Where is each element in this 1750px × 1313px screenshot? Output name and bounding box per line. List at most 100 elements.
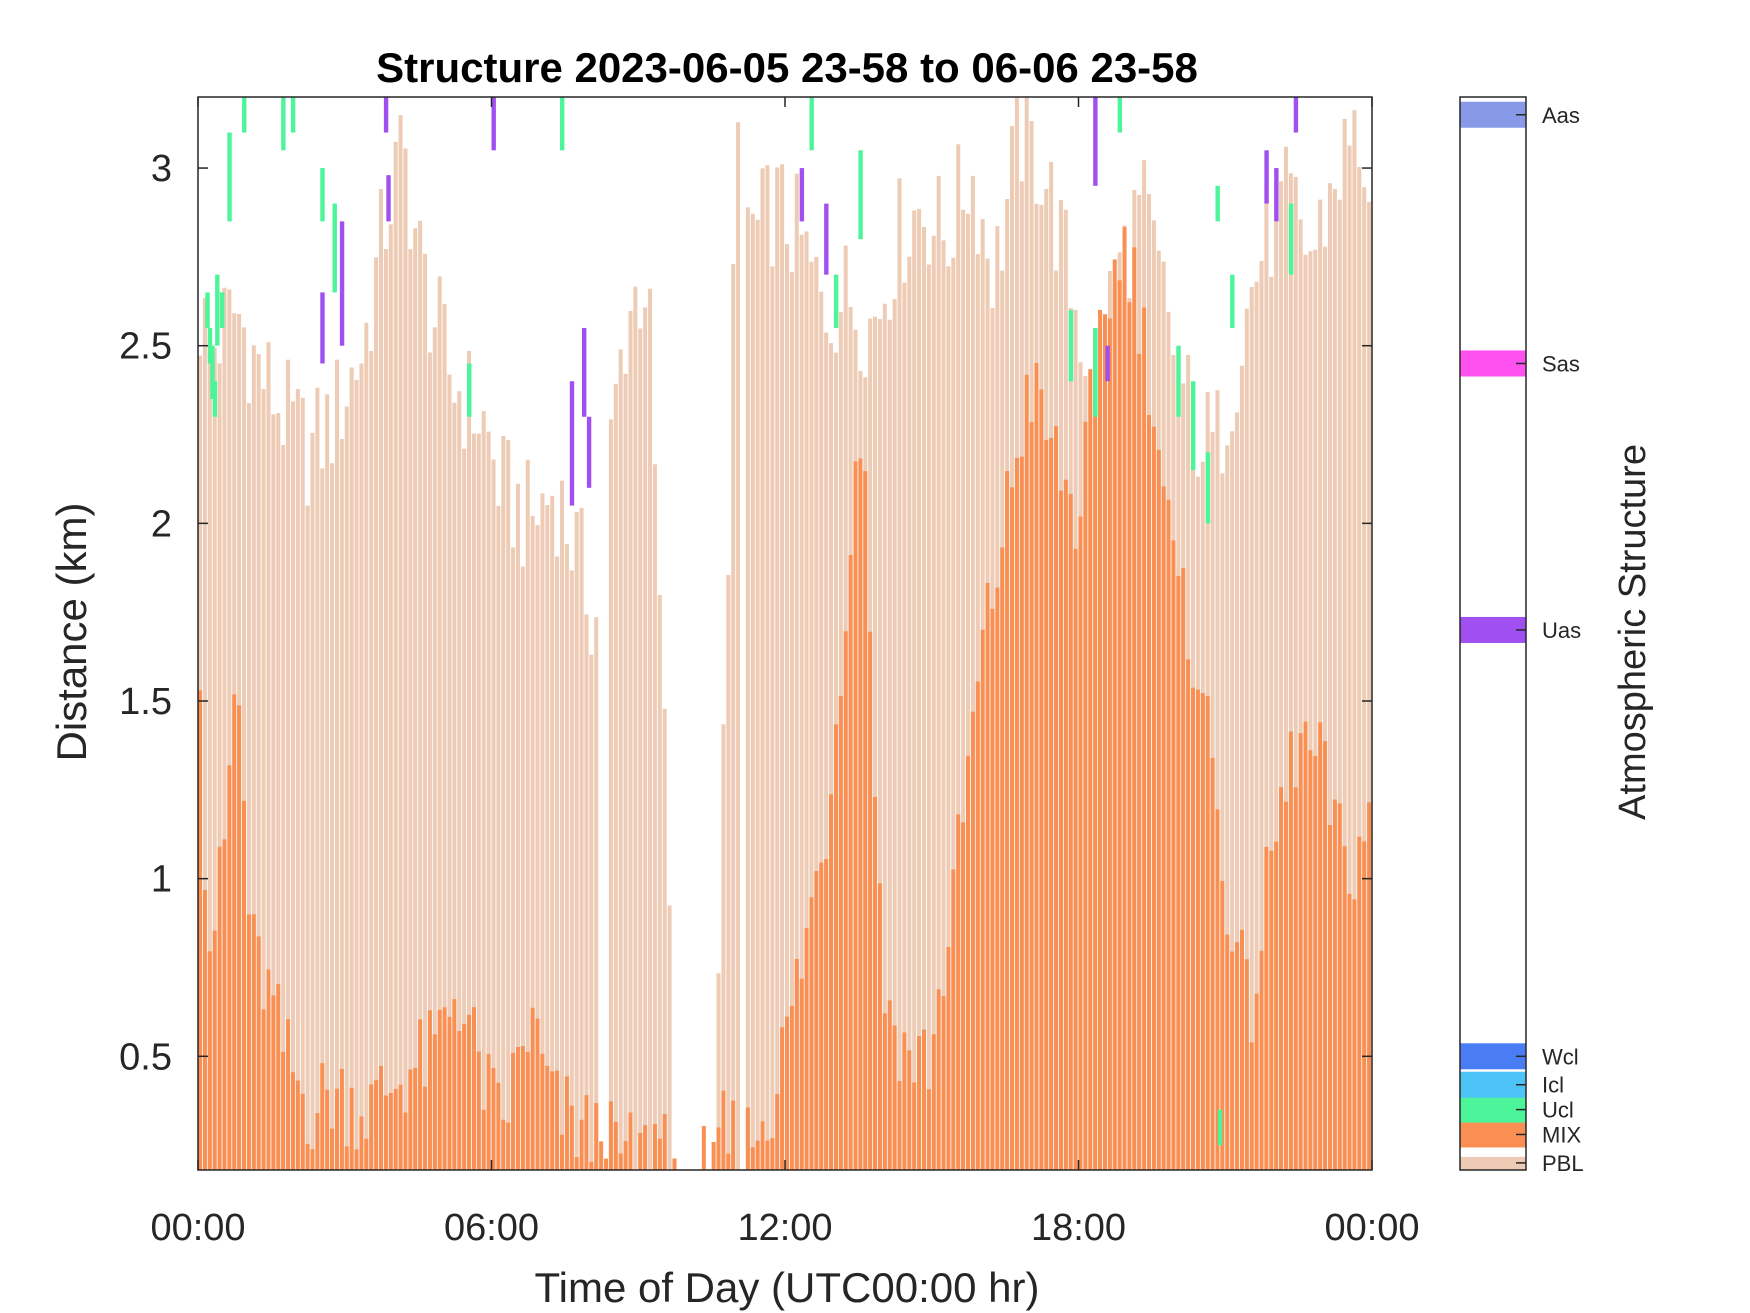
mix-bar (1005, 471, 1010, 1171)
pbl-bar (550, 495, 555, 1171)
pbl-bar (281, 444, 286, 1170)
mix-bar (359, 1116, 364, 1170)
mix-bar (931, 1034, 936, 1170)
pbl-bar (951, 257, 956, 1171)
pbl-bar (1342, 118, 1347, 1171)
pbl-bar (804, 231, 809, 1170)
pbl-bar (217, 363, 222, 1171)
x-axis-label: Time of Day (UTC00:00 hr) (535, 1264, 1040, 1311)
mix-bar (995, 587, 1000, 1170)
mix-bar (936, 989, 941, 1170)
mix-bar (1230, 951, 1235, 1170)
mix-bar (266, 969, 271, 1170)
mix-bar (765, 1140, 770, 1170)
layer-segment-ucl (1230, 274, 1235, 328)
pbl-bar (364, 322, 369, 1170)
mix-bar (1220, 880, 1225, 1170)
mix-bar (281, 1051, 286, 1170)
mix-bar (256, 936, 261, 1170)
pbl-bar (325, 394, 330, 1170)
mix-bar (701, 1126, 706, 1170)
chart-title: Structure 2023-06-05 23-58 to 06-06 23-5… (376, 44, 1198, 91)
mix-bar (1000, 547, 1005, 1170)
mix-bar (227, 765, 232, 1170)
pbl-bar (789, 272, 794, 1170)
pbl-bar (765, 165, 770, 1171)
mix-bar (980, 629, 985, 1170)
mix-bar (1151, 426, 1156, 1170)
mix-bar (1195, 689, 1200, 1170)
colorbar-label: Atmospheric Structure (1612, 444, 1654, 820)
pbl-bar (618, 349, 623, 1170)
mix-bar (486, 1054, 491, 1170)
pbl-bar (403, 148, 408, 1170)
pbl-bar (374, 257, 379, 1170)
y-axis: 0.5 1 1.5 2 2.5 3 (119, 148, 1372, 1078)
y-tick-label: 0.5 (119, 1036, 172, 1078)
mix-bar (809, 897, 814, 1170)
pbl-bar (1352, 110, 1357, 1170)
pbl-bar (462, 448, 467, 1170)
mix-bar (873, 796, 878, 1170)
mix-bar (442, 1007, 447, 1170)
mix-bar (1146, 415, 1151, 1170)
pbl-bar (1303, 254, 1308, 1170)
x-tick-label: 00:00 (1324, 1207, 1419, 1249)
mix-bar (1039, 389, 1044, 1170)
pbl-bar (564, 544, 569, 1170)
pbl-bar (931, 235, 936, 1170)
layer-segment-uas (320, 292, 325, 364)
colorbar-swatch-pbl (1460, 1156, 1526, 1170)
pbl-bar (320, 468, 325, 1171)
mix-bar (491, 1067, 496, 1170)
y-axis-label: Distance (km) (48, 502, 95, 761)
pbl-bar (1254, 281, 1259, 1171)
pbl-bar (515, 483, 520, 1170)
pbl-bar (251, 345, 256, 1171)
mix-bar (545, 1065, 550, 1170)
mix-bar (613, 1121, 618, 1170)
pbl-bar (917, 208, 922, 1170)
mix-bar (956, 814, 961, 1170)
pbl-bar (648, 288, 653, 1170)
mix-bar (1283, 801, 1288, 1170)
pbl-bar (628, 310, 633, 1170)
mix-bar (946, 946, 951, 1170)
mix-bar (388, 1093, 393, 1170)
pbl-bar (1313, 249, 1318, 1171)
pbl-bar (907, 256, 912, 1171)
pbl-bar (555, 556, 560, 1170)
pbl-bar (437, 276, 442, 1170)
pbl-bar (970, 175, 975, 1170)
mix-bar (907, 1050, 912, 1170)
colorbar-tick-label: Aas (1542, 103, 1580, 128)
colorbar-swatch-aas (1460, 101, 1526, 128)
mix-bar (427, 1010, 432, 1170)
pbl-bar (545, 505, 550, 1170)
mix-bar (555, 1070, 560, 1170)
mix-bar (887, 1000, 892, 1170)
mix-bar (965, 755, 970, 1170)
x-axis: 00:00 06:00 12:00 18:00 00:00 (150, 97, 1420, 1249)
x-tick-label: 06:00 (444, 1207, 539, 1249)
mix-bar (1054, 426, 1059, 1170)
pbl-bar (961, 209, 966, 1171)
mix-bar (1191, 687, 1196, 1170)
layer-segment-uas (1274, 168, 1279, 222)
mix-bar (325, 1089, 330, 1170)
pbl-bar (501, 436, 506, 1170)
mix-bar (1235, 942, 1240, 1170)
mix-bar (1249, 1042, 1254, 1170)
mix-bar (1078, 516, 1083, 1170)
mix-bar (892, 1025, 897, 1170)
pbl-bar (520, 566, 525, 1170)
mix-bar (868, 631, 873, 1170)
mix-bar (569, 1105, 574, 1170)
mix-bar (961, 822, 966, 1170)
pbl-bar (965, 213, 970, 1171)
pbl-bar (476, 433, 481, 1170)
x-tick-label: 00:00 (150, 1207, 245, 1249)
layer-segment-ucl (1093, 327, 1098, 417)
mix-bar (408, 1069, 413, 1170)
pbl-bar (290, 401, 295, 1170)
